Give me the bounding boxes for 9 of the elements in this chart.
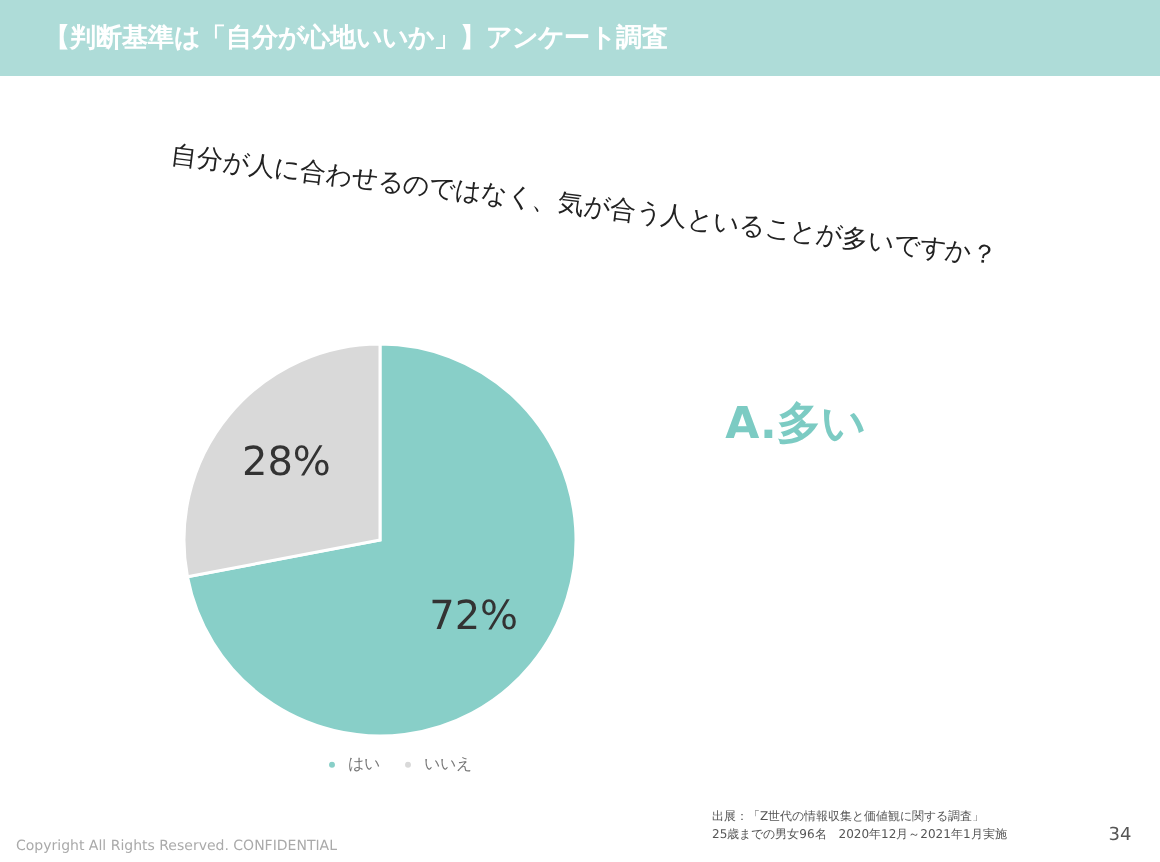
pie-slice	[185, 342, 578, 738]
data-label: 72%	[429, 591, 519, 640]
data-label: 28%	[241, 436, 331, 485]
text: 自分が人に合わせるのではなく、気が合う人といることが多いですか？	[169, 141, 999, 273]
text: A.多い	[725, 400, 867, 450]
text: 34	[1108, 826, 1132, 846]
legend-label: はい	[348, 754, 380, 773]
chart-title: 【判断基準は「自分が心地いいか」】アンケート調査	[44, 22, 668, 54]
legend-label: いいえ	[424, 754, 472, 773]
